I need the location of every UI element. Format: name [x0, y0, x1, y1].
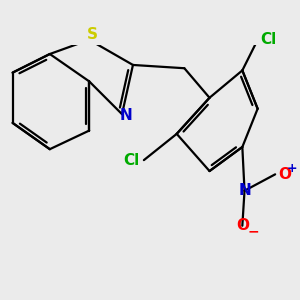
- Text: N: N: [119, 108, 132, 123]
- Text: O: O: [278, 167, 291, 182]
- Text: +: +: [287, 162, 297, 175]
- Text: N: N: [238, 183, 251, 198]
- Text: Cl: Cl: [261, 32, 277, 47]
- Text: S: S: [87, 28, 98, 43]
- Text: −: −: [248, 225, 259, 239]
- Text: Cl: Cl: [123, 153, 139, 168]
- Text: O: O: [236, 218, 249, 233]
